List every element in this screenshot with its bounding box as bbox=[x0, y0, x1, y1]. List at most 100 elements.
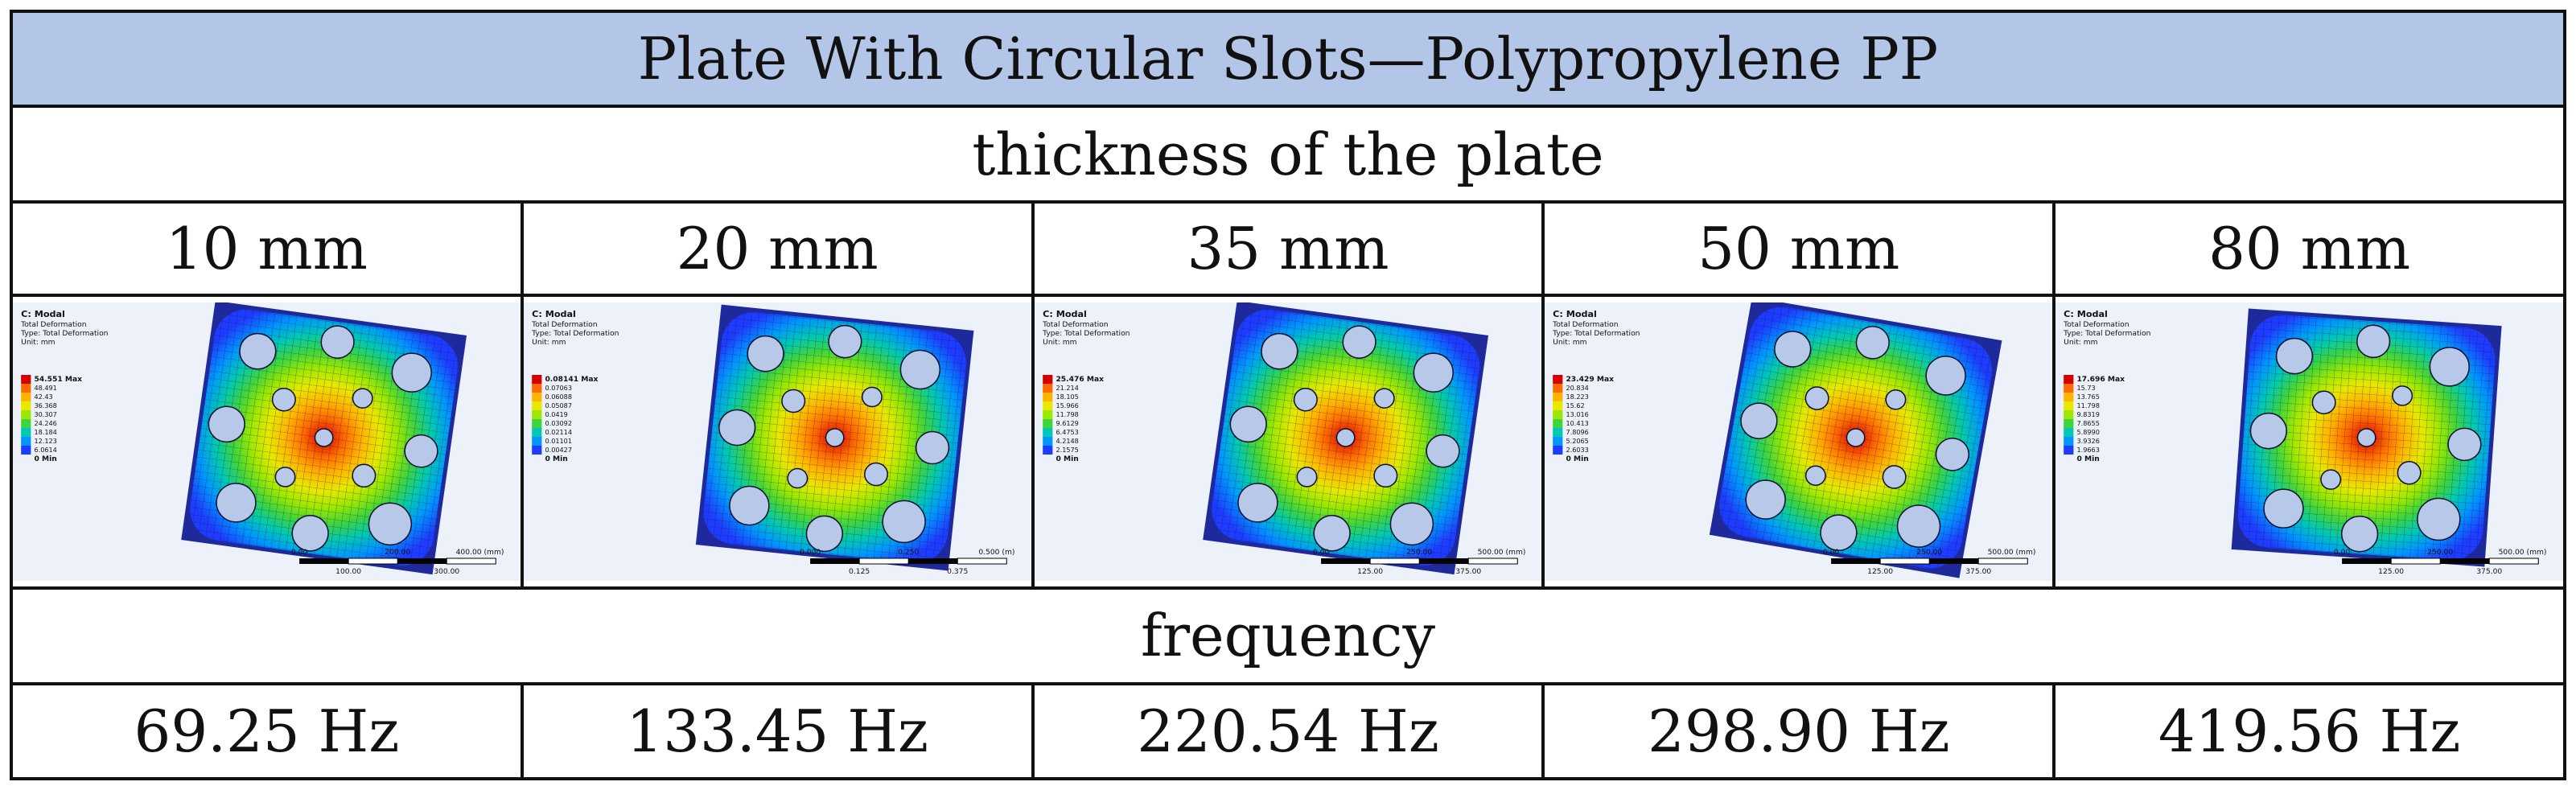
legend-swatch bbox=[21, 446, 31, 455]
circular-slot bbox=[2392, 385, 2413, 406]
legend-value: 11.798 bbox=[1056, 411, 1078, 418]
sim-unit: Unit: mm bbox=[1043, 339, 1077, 347]
legend-value: 30.307 bbox=[34, 411, 56, 418]
scale-label-left: 0.00 bbox=[1823, 549, 1840, 557]
circular-slot bbox=[239, 333, 277, 370]
scale-seg bbox=[1418, 558, 1468, 565]
sim-line2: Type: Total Deformation bbox=[1042, 330, 1130, 338]
scale-label-right: 500.00 (mm) bbox=[2499, 549, 2547, 557]
scale-seg bbox=[446, 558, 496, 565]
circular-slot bbox=[368, 502, 413, 546]
circular-slot bbox=[1373, 388, 1395, 409]
scale-seg bbox=[2440, 558, 2490, 565]
circular-slot bbox=[787, 467, 809, 489]
circular-slot bbox=[1856, 326, 1891, 360]
legend-swatch bbox=[2064, 401, 2074, 411]
scale-seg bbox=[809, 558, 859, 565]
legend-swatch bbox=[1553, 375, 1563, 385]
circular-slot bbox=[1313, 515, 1351, 552]
legend-value: 0.0419 bbox=[545, 411, 567, 418]
frequency-label-row: frequency bbox=[10, 586, 2566, 685]
plate-group bbox=[695, 304, 974, 571]
legend-swatch bbox=[1553, 437, 1563, 446]
circular-slot bbox=[2341, 516, 2379, 553]
circular-slot bbox=[1229, 405, 1267, 443]
thickness-cell: 10 mm bbox=[10, 200, 524, 298]
legend-swatch bbox=[2064, 419, 2074, 429]
legend-value: 13.016 bbox=[1566, 411, 1589, 418]
frequency-cell: 298.90 Hz bbox=[1541, 681, 2056, 781]
legend-swatch bbox=[1042, 393, 1052, 402]
legend-swatch bbox=[531, 401, 542, 411]
circular-slot bbox=[1426, 434, 1460, 468]
sim-unit: Unit: mm bbox=[21, 339, 56, 347]
thickness-label: thickness of the plate bbox=[10, 105, 2566, 204]
plate-group bbox=[2231, 308, 2502, 567]
legend-value: 0.03092 bbox=[545, 420, 572, 427]
scale-bar: 0.00 250.00 500.00 (mm) 125.00 375.00 bbox=[1823, 549, 2036, 576]
scale-label-left: 0.000 bbox=[800, 549, 821, 557]
circular-slot bbox=[805, 515, 843, 553]
legend-min: 0 Min bbox=[1566, 455, 1589, 463]
legend-swatch bbox=[1042, 375, 1052, 385]
scale-seg bbox=[1978, 558, 2029, 565]
center-hole bbox=[2356, 428, 2376, 447]
legend-swatch bbox=[2064, 393, 2074, 402]
legend-swatch bbox=[21, 375, 31, 385]
circular-slot bbox=[2311, 390, 2336, 415]
legend-value: 11.798 bbox=[2077, 402, 2100, 409]
legend-max: 23.429 Max bbox=[1566, 376, 1615, 384]
circular-slot bbox=[747, 335, 784, 372]
legend-swatch bbox=[1042, 401, 1052, 411]
scale-label-right: 0.500 (m) bbox=[978, 549, 1014, 557]
simulation-cell: C: Modal Total Deformation Type: Total Def… bbox=[1541, 294, 2056, 590]
scale-label-low2: 300.00 bbox=[434, 568, 459, 576]
legend-swatch bbox=[1553, 384, 1563, 393]
circular-slot bbox=[1296, 467, 1318, 488]
scale-label-right: 400.00 (mm) bbox=[456, 549, 504, 557]
circular-slot bbox=[404, 434, 438, 468]
circular-slot bbox=[1805, 465, 1827, 487]
circular-slot bbox=[2249, 413, 2288, 450]
legend-max: 0.08141 Max bbox=[545, 376, 598, 384]
legend-value: 13.765 bbox=[2077, 393, 2100, 401]
legend-swatch bbox=[2064, 446, 2074, 455]
legend-value: 9.8319 bbox=[2077, 411, 2100, 418]
legend-swatch bbox=[1553, 419, 1563, 429]
circular-slot bbox=[2417, 497, 2461, 541]
sim-heading: C: Modal bbox=[532, 309, 576, 319]
thickness-label-row: thickness of the plate bbox=[10, 105, 2566, 204]
scale-label-low2: 375.00 bbox=[1455, 568, 1481, 576]
legend-swatch bbox=[1553, 428, 1563, 438]
scale-seg bbox=[2488, 558, 2539, 565]
scale-bar: 0.00 250.00 500.00 (mm) 125.00 375.00 bbox=[2334, 549, 2547, 576]
center-hole bbox=[314, 428, 334, 447]
legend-value: 0.00427 bbox=[545, 446, 572, 454]
scale-seg bbox=[2390, 558, 2441, 565]
scale-label-left: 0.00 bbox=[291, 549, 308, 557]
legend-swatch bbox=[1042, 437, 1052, 446]
sim-line2: Type: Total Deformation bbox=[2063, 330, 2150, 338]
legend-swatch bbox=[531, 393, 542, 402]
scale-seg bbox=[1831, 558, 1881, 565]
scale-label-mid: 250.00 bbox=[2427, 549, 2453, 557]
legend-value: 15.966 bbox=[1056, 402, 1078, 409]
legend-swatch bbox=[21, 437, 31, 446]
legend-swatch bbox=[2064, 384, 2074, 393]
thickness-cell: 20 mm bbox=[520, 200, 1035, 298]
circular-slot bbox=[1883, 465, 1907, 489]
scale-label-left: 0.00 bbox=[2334, 549, 2351, 557]
legend-value: 4.2148 bbox=[1056, 438, 1078, 445]
center-hole bbox=[1335, 428, 1356, 447]
circular-slot bbox=[1774, 331, 1812, 368]
legend-swatch bbox=[1042, 446, 1052, 455]
frequency-row: 69.25 Hz 133.45 Hz 220.54 Hz 298.90 Hz 4… bbox=[10, 681, 2566, 781]
circular-slot bbox=[2429, 347, 2471, 387]
scale-label-mid: 250.00 bbox=[1406, 549, 1432, 557]
sim-line1: Total Deformation bbox=[1553, 321, 1619, 329]
scale-label-right: 500.00 (mm) bbox=[1477, 549, 1525, 557]
legend-swatch bbox=[1042, 419, 1052, 429]
